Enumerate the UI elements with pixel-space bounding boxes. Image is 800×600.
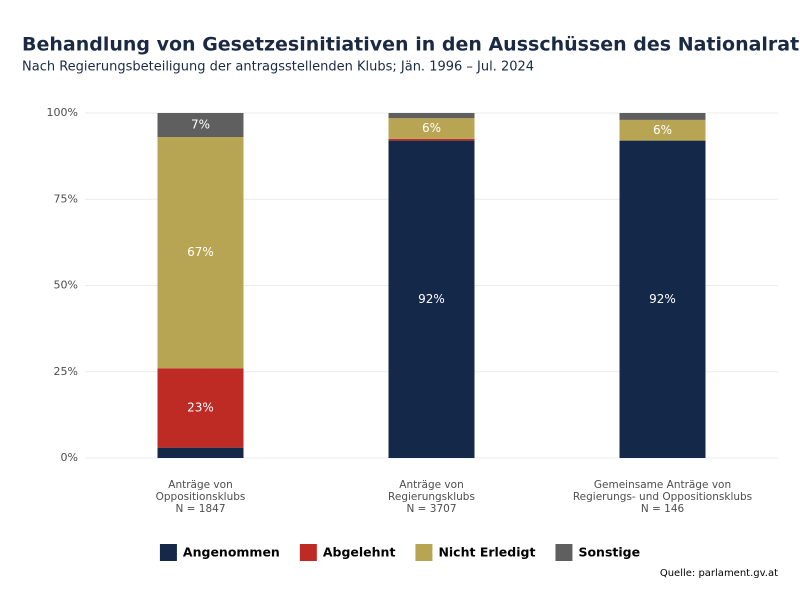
legend-swatch xyxy=(299,544,317,561)
y-tick-label: 25% xyxy=(54,365,78,378)
bar-segment xyxy=(388,138,475,141)
x-tick-label: Gemeinsame Anträge von Regierungs- und Op… xyxy=(573,479,752,515)
bar-segment xyxy=(619,113,706,120)
bar-segment xyxy=(157,447,244,458)
data-label: 92% xyxy=(418,292,445,306)
legend-label: Nicht Erledigt xyxy=(438,545,535,560)
legend-label: Sonstige xyxy=(578,545,640,560)
chart-title: Behandlung von Gesetzesinitiativen in de… xyxy=(22,34,800,56)
source: Quelle: parlament.gv.at xyxy=(660,568,778,579)
legend-label: Abgelehnt xyxy=(323,545,396,560)
data-label: 7% xyxy=(191,118,210,132)
data-label: 23% xyxy=(187,400,214,414)
data-label: 6% xyxy=(653,123,672,137)
data-label: 92% xyxy=(649,292,676,306)
y-tick-label: 75% xyxy=(54,192,78,205)
chart-subtitle: Nach Regierungsbeteiligung der antragsst… xyxy=(22,60,534,75)
legend-swatch xyxy=(415,544,433,561)
data-label: 67% xyxy=(187,245,214,259)
x-tick-label: Anträge von Regierungsklubs N = 3707 xyxy=(388,479,475,515)
legend: Angenommen Abgelehnt Nicht Erledigt Sonstig… xyxy=(159,544,640,561)
data-label: 6% xyxy=(422,121,441,135)
y-tick-label: 0% xyxy=(61,451,78,464)
bar-segment xyxy=(619,119,706,141)
bar-segment xyxy=(157,113,244,138)
y-tick-label: 100% xyxy=(47,106,78,119)
bar-segment xyxy=(157,137,244,369)
x-tick-label: Anträge von Oppositionsklubs N = 1847 xyxy=(156,479,246,515)
bar-segment xyxy=(157,368,244,448)
bar-segment xyxy=(388,113,475,119)
legend-swatch xyxy=(555,544,573,561)
legend-label: Angenommen xyxy=(183,545,280,560)
bar-segment xyxy=(388,118,475,139)
bar-segment xyxy=(619,140,706,458)
y-tick-label: 50% xyxy=(54,279,78,292)
bar-segment xyxy=(388,140,475,458)
legend-swatch xyxy=(159,544,177,561)
